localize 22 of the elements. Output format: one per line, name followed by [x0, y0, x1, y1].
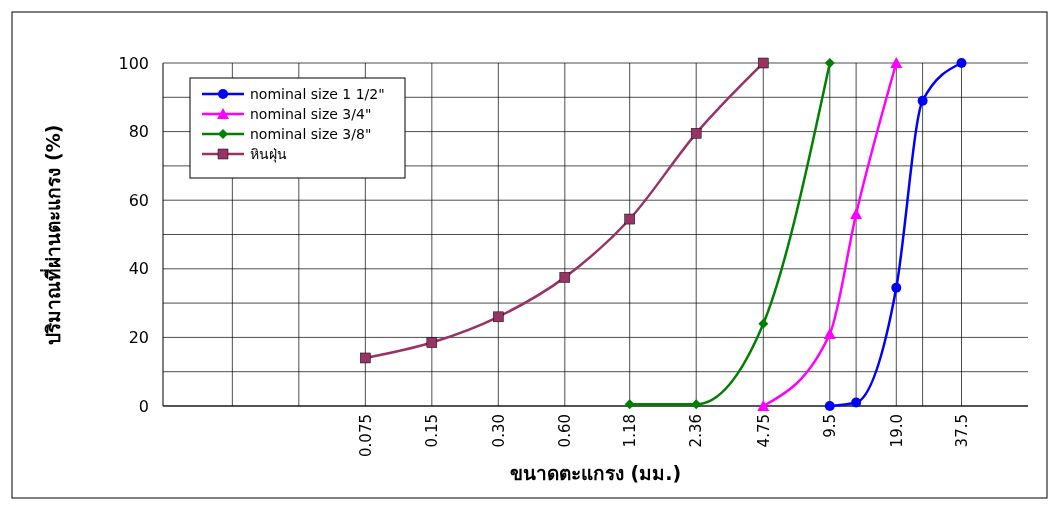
legend-label: หินฝุ่น — [250, 145, 287, 163]
x-tick-label: 9.5 — [821, 414, 840, 438]
y-axis-title: ปริมาณที่ผ่านตะแกรง (%) — [40, 124, 64, 345]
x-tick-label: 4.75 — [754, 414, 773, 448]
legend-label: nominal size 3/4" — [250, 105, 372, 122]
y-tick-label: 20 — [128, 328, 149, 347]
x-tick-label: 37.5 — [952, 414, 971, 448]
y-tick-label: 100 — [118, 53, 149, 73]
y-tick-label: 80 — [128, 122, 149, 142]
x-tick-label: 19.0 — [887, 414, 906, 448]
legend-label: nominal size 3/8" — [250, 125, 372, 142]
x-tick-label: 0.60 — [556, 414, 575, 448]
x-tick-label: 0.15 — [423, 414, 442, 448]
x-axis-title: ขนาดตะแกรง (มม.) — [509, 462, 682, 484]
y-tick-label: 0 — [138, 396, 149, 416]
x-tick-label: 2.36 — [687, 414, 706, 448]
y-tick-label: 40 — [128, 259, 149, 279]
x-tick-label: 0.075 — [356, 414, 375, 457]
legend-label: nominal size 1 1/2" — [250, 85, 385, 102]
x-tick-label: 0.30 — [489, 414, 508, 448]
y-tick-label: 60 — [128, 190, 149, 210]
x-tick-label: 1.18 — [620, 414, 639, 448]
